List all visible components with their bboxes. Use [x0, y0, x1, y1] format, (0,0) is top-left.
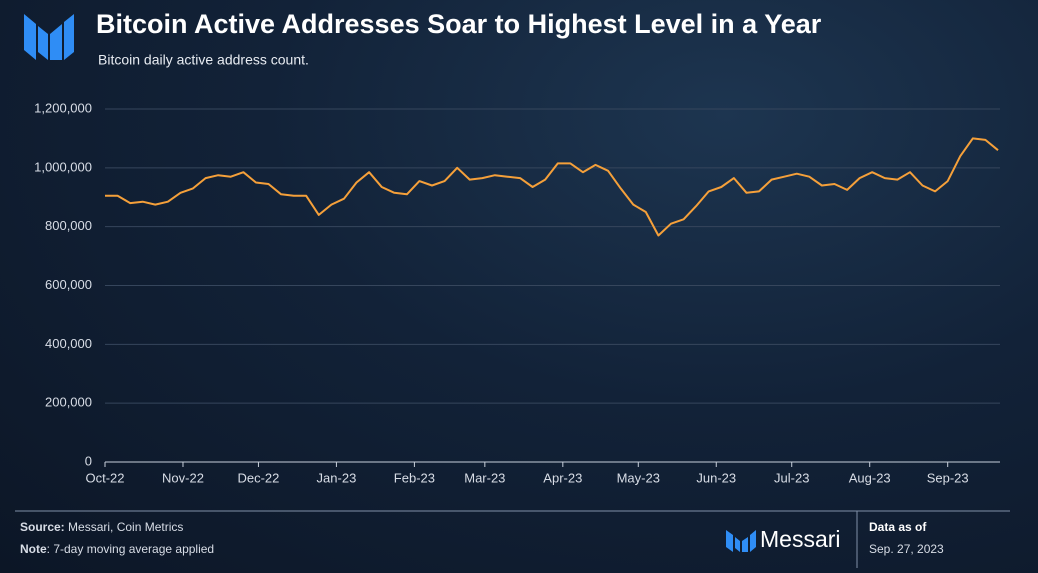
line	[105, 137, 999, 237]
brand: Messari	[760, 526, 841, 552]
y-tick-label: 1,200,000	[34, 100, 92, 115]
x-tick-label: Mar-23	[464, 470, 505, 485]
x-tick-label: Jan-23	[317, 470, 357, 485]
logo	[24, 14, 74, 60]
svg-text:Source: Messari, Coin Metrics: Source: Messari, Coin Metrics	[20, 520, 183, 534]
data-as-of: Sep. 27, 2023	[869, 542, 944, 556]
brand-logo	[726, 530, 756, 552]
y-tick-label: 1,000,000	[34, 159, 92, 174]
chart-title: Bitcoin Active Addresses Soar to Highest…	[96, 9, 822, 39]
x-tick-label: Dec-22	[237, 470, 279, 485]
x-tick-label: Nov-22	[162, 470, 204, 485]
y-tick-label: 200,000	[45, 395, 92, 410]
x-tick-label: Sep-23	[927, 470, 969, 485]
y-tick-label: 400,000	[45, 336, 92, 351]
y-tick-label: 800,000	[45, 218, 92, 233]
source-label: Source:	[20, 520, 65, 534]
y-tick-label: 0	[85, 453, 92, 468]
x-tick-label: Aug-23	[849, 470, 891, 485]
source: Messari, Coin Metrics	[68, 520, 183, 534]
x-tick-label: Jun-23	[696, 470, 736, 485]
y-tick-label: 600,000	[45, 277, 92, 292]
svg-text:Note: 7-day moving average app: Note: 7-day moving average applied	[20, 542, 214, 556]
x-tick-label: May-23	[617, 470, 660, 485]
note-label: Note	[20, 542, 47, 556]
x-tick-label: Apr-23	[543, 470, 582, 485]
x-tick-label: Oct-22	[85, 470, 124, 485]
data-as-of-label: Data as of	[869, 520, 927, 534]
x-tick-label: Feb-23	[394, 470, 435, 485]
note: : 7-day moving average applied	[47, 542, 214, 556]
x-tick-label: Jul-23	[774, 470, 809, 485]
chart-subtitle: Bitcoin daily active address count.	[98, 52, 309, 68]
